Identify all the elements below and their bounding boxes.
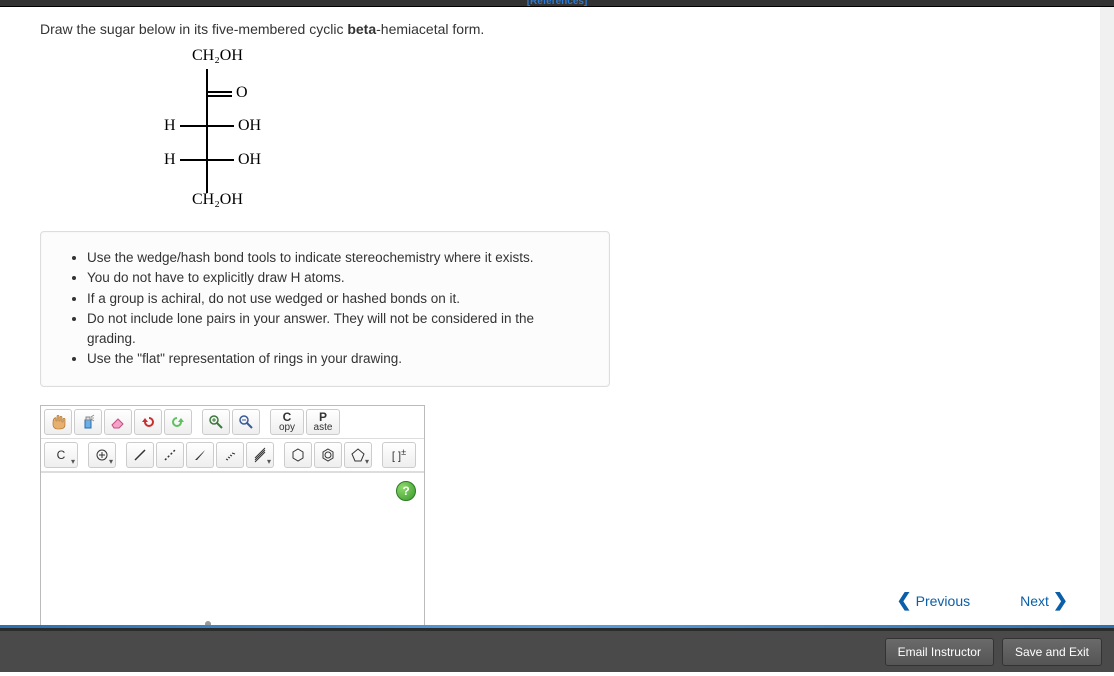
- fischer-bond-r2: [208, 125, 234, 127]
- prompt-suffix: -hemiacetal form.: [376, 21, 484, 37]
- structure-editor: C opy P aste C: [40, 405, 425, 626]
- fischer-bottom-label: CH₂OH: [192, 191, 243, 209]
- previous-link[interactable]: ❮ Previous: [897, 590, 971, 611]
- canvas-cursor-dot: [205, 621, 211, 626]
- prompt-bold: beta: [347, 21, 376, 37]
- nav-row: ❮ Previous Next ❯: [897, 590, 1068, 611]
- pentagon-ring-button[interactable]: [344, 442, 372, 468]
- toolbar-row-2: C: [41, 439, 424, 472]
- copy-button[interactable]: C opy: [270, 409, 304, 435]
- redo-button[interactable]: [164, 409, 192, 435]
- fischer-r2-label: OH: [238, 117, 261, 135]
- paste-big: P: [319, 411, 327, 423]
- prompt-prefix: Draw the sugar below in its five-membere…: [40, 21, 347, 37]
- wedge-bond-button[interactable]: [186, 442, 214, 468]
- multi-bond-button[interactable]: [246, 442, 274, 468]
- hint-item: If a group is achiral, do not use wedged…: [87, 289, 585, 309]
- benzene-ring-button[interactable]: [314, 442, 342, 468]
- fischer-bond-l3: [180, 159, 206, 161]
- question-content: Draw the sugar below in its five-membere…: [0, 7, 1100, 625]
- paste-small: aste: [314, 423, 333, 433]
- top-strip: [References]: [0, 0, 1114, 7]
- fischer-projection: CH₂OH O H OH H OH CH₂OH: [120, 51, 320, 211]
- scrollbar-thumb[interactable]: [1102, 15, 1112, 605]
- footer-bar: Email Instructor Save and Exit: [0, 628, 1114, 672]
- fischer-l3-label: H: [164, 151, 176, 169]
- fischer-r1-label: O: [236, 84, 248, 102]
- hint-item: Use the "flat" representation of rings i…: [87, 349, 585, 369]
- paste-button[interactable]: P aste: [306, 409, 340, 435]
- copy-small: opy: [279, 423, 295, 433]
- fischer-bond-r1a: [208, 91, 232, 93]
- element-label: C: [57, 448, 66, 462]
- hexagon-ring-button[interactable]: [284, 442, 312, 468]
- fischer-bond-l2: [180, 125, 206, 127]
- drawing-canvas[interactable]: ?: [41, 472, 424, 626]
- fischer-bond-r1b: [208, 95, 232, 97]
- chevron-right-icon: ❯: [1053, 590, 1068, 611]
- hash-bond-button[interactable]: [216, 442, 244, 468]
- help-button[interactable]: ?: [396, 481, 416, 501]
- toolbar-row-1: C opy P aste: [41, 406, 424, 439]
- eraser-tool-button[interactable]: [104, 409, 132, 435]
- hint-item: You do not have to explicitly draw H ato…: [87, 268, 585, 288]
- hints-box: Use the wedge/hash bond tools to indicat…: [40, 231, 610, 387]
- copy-big: C: [283, 411, 292, 423]
- fischer-backbone: [206, 69, 208, 193]
- previous-label: Previous: [916, 593, 970, 609]
- bracket-charge-button[interactable]: [ ]±: [382, 442, 416, 468]
- main-scroll-area: Draw the sugar below in its five-membere…: [0, 7, 1114, 625]
- hints-list: Use the wedge/hash bond tools to indicat…: [65, 248, 585, 370]
- undo-button[interactable]: [134, 409, 162, 435]
- charge-tool-button[interactable]: [88, 442, 116, 468]
- element-picker-button[interactable]: C: [44, 442, 78, 468]
- references-link[interactable]: [References]: [527, 0, 588, 7]
- question-prompt: Draw the sugar below in its five-membere…: [40, 21, 1060, 37]
- fischer-r3-label: OH: [238, 151, 261, 169]
- single-bond-button[interactable]: [126, 442, 154, 468]
- fischer-l2-label: H: [164, 117, 176, 135]
- spray-tool-button[interactable]: [74, 409, 102, 435]
- zoom-in-button[interactable]: [202, 409, 230, 435]
- fischer-top-label: CH₂OH: [192, 47, 243, 65]
- dashed-bond-button[interactable]: [156, 442, 184, 468]
- next-link[interactable]: Next ❯: [1020, 590, 1068, 611]
- hint-item: Do not include lone pairs in your answer…: [87, 309, 585, 350]
- hint-item: Use the wedge/hash bond tools to indicat…: [87, 248, 585, 268]
- next-label: Next: [1020, 593, 1049, 609]
- chevron-left-icon: ❮: [897, 590, 912, 611]
- fischer-bond-r3: [208, 159, 234, 161]
- bracket-label: [ ]±: [392, 447, 406, 463]
- save-and-exit-button[interactable]: Save and Exit: [1002, 638, 1102, 666]
- zoom-out-button[interactable]: [232, 409, 260, 435]
- hand-tool-button[interactable]: [44, 409, 72, 435]
- email-instructor-button[interactable]: Email Instructor: [885, 638, 994, 666]
